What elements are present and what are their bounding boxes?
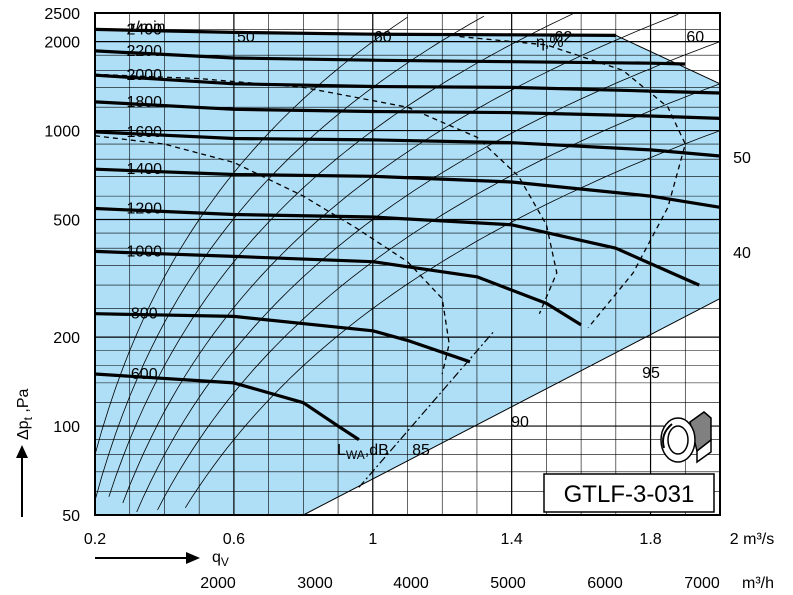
- rpm-labels: 2400 2200 2000 1800 1600 1400 1200 1000 800 600 50…: [126, 21, 751, 459]
- y-tick-label: 500: [53, 213, 80, 230]
- y-tick-label: 50: [62, 508, 80, 525]
- system-line: [157, 83, 721, 511]
- y-tick-label: 2500: [44, 6, 80, 23]
- x-tick-label: 1: [368, 531, 377, 548]
- rpm-curve-1600: [94, 130, 721, 158]
- y-tick-label: 1000: [44, 124, 80, 141]
- plot-frame: [94, 12, 721, 516]
- rpm-label-2400: 2400: [126, 21, 162, 38]
- x2-tick-label: 5000: [490, 575, 526, 592]
- system-line: [136, 41, 721, 513]
- x-tick-label: 1.4: [501, 531, 523, 548]
- rpm-label-1600: 1600: [126, 124, 162, 141]
- efficiency-contours: [95, 35, 686, 488]
- sound-unit-label: LWA,dB: [337, 442, 389, 462]
- efficiency-label-top: 60: [374, 29, 392, 46]
- x2-tick-label: 7000: [684, 575, 720, 592]
- rpm-curve-2200: [94, 49, 686, 66]
- model-box: GTLF-3-031: [543, 473, 715, 513]
- x-tick-label: 0.6: [223, 531, 245, 548]
- system-line: [122, 13, 679, 504]
- region-upper-boundary: [615, 34, 721, 85]
- rpm-curves: [94, 27, 721, 441]
- x-axis-label: qV: [212, 549, 229, 569]
- system-line: [94, 16, 408, 455]
- x-axis-title: qV: [95, 549, 229, 569]
- x-axis-arrow-head: [186, 552, 200, 564]
- efficiency-contour: [95, 73, 558, 314]
- efficiency-label-right: 40: [733, 245, 751, 262]
- efficiency-label-right: 50: [733, 150, 751, 167]
- rpm-curve-600: [94, 372, 360, 441]
- rpm-curve-1000: [94, 249, 582, 327]
- y-axis-arrow-head: [16, 445, 28, 458]
- x2-tick-label: 3000: [297, 575, 333, 592]
- rpm-curve-1400: [94, 167, 721, 209]
- y-tick-label: 2000: [44, 35, 80, 52]
- sound-dash-line: [358, 330, 495, 488]
- sound-level-label: 85: [412, 442, 430, 459]
- efficiency-label-top: 50: [237, 29, 255, 46]
- y-tick-label: 100: [53, 419, 80, 436]
- x2-tick-label: 2000: [200, 575, 236, 592]
- sound-level-label: 90: [511, 414, 529, 431]
- efficiency-label-top: 62: [554, 29, 572, 46]
- rpm-curve-800: [94, 312, 471, 364]
- efficiency-label-top: 60: [686, 29, 704, 46]
- x-tick-label: 0.2: [84, 531, 106, 548]
- x-tick-label: 1.8: [639, 531, 661, 548]
- rpm-curve-1200: [94, 206, 700, 287]
- efficiency-contour: [459, 35, 686, 329]
- y-tick-label: 200: [53, 330, 80, 347]
- eff-unit-label: η,%: [536, 34, 564, 51]
- rpm-label-1800: 1800: [126, 94, 162, 111]
- rpm-label-1000: 1000: [126, 243, 162, 260]
- axes: 0.2 0.6 1 1.4 1.8 2 m³/s 2000 3000 4000 5000 6000 7…: [44, 6, 774, 592]
- rpm-label-2000: 2000: [126, 67, 162, 84]
- efficiency-contour: [95, 135, 450, 375]
- x-unit-m3s: 2 m³/s: [730, 531, 774, 548]
- x2-tick-label: 4000: [393, 575, 429, 592]
- rpm-curve-2400: [94, 27, 616, 37]
- rpm-label-600: 600: [131, 366, 158, 383]
- system-line: [94, 15, 485, 501]
- y-axis-label: Δpt ,Pa: [15, 389, 35, 441]
- rpm-curve-2000: [94, 73, 721, 95]
- system-line: [108, 12, 575, 497]
- model-name: GTLF-3-031: [564, 481, 695, 508]
- fan-icon: [660, 411, 712, 464]
- model-box-frame: [543, 473, 715, 513]
- x-unit-m3h: m³/h: [742, 575, 774, 592]
- rpm-label-2200: 2200: [126, 43, 162, 60]
- sound-level-label: 95: [642, 365, 660, 382]
- y-axis-title: Δpt ,Pa: [15, 389, 35, 517]
- rpm-label-800: 800: [131, 306, 158, 323]
- rpm-label-1200: 1200: [126, 200, 162, 217]
- x2-tick-label: 6000: [587, 575, 623, 592]
- rpm-curve-1800: [94, 100, 721, 120]
- rpm-label-1400: 1400: [126, 161, 162, 178]
- rpm-unit-label: r/min: [130, 19, 166, 36]
